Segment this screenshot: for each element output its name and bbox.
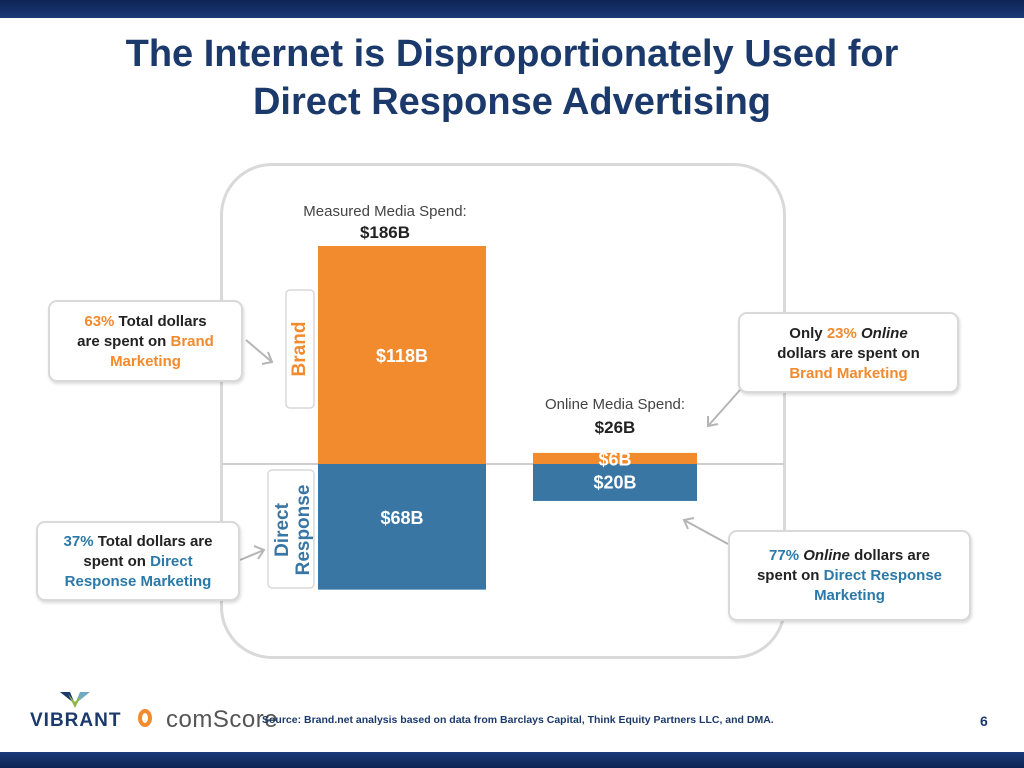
- bar-brand-0: [318, 246, 486, 464]
- online-brand-italic: Online: [861, 325, 908, 342]
- brand-total-text-2: are spent on: [77, 333, 171, 350]
- brand-total-highlight-2: Marketing: [110, 353, 181, 370]
- title-line-1: The Internet is Disproportionately Used …: [125, 33, 899, 75]
- title-line-2: Direct Response Advertising: [252, 81, 772, 123]
- arrow-brand: [245, 339, 273, 363]
- vibrant-logo: VIBRANT: [30, 710, 122, 731]
- bar-direct-0: [318, 464, 486, 590]
- source-note: Source: Brand.net analysis based on data…: [262, 714, 774, 726]
- callout-online-brand: Only 23% Online dollars are spent on Bra…: [738, 312, 959, 393]
- online-direct-highlight-2: Marketing: [814, 587, 885, 604]
- callout-brand-total: 63% Total dollars are spent on Brand Mar…: [48, 300, 243, 382]
- label-brand-1: $6B: [598, 449, 631, 469]
- brand-total-pct: 63%: [84, 313, 115, 330]
- online-direct-pct: 77%: [769, 547, 800, 564]
- arrow-online-direct-head: [682, 517, 695, 530]
- category-label-0: Measured Media Spend:: [303, 203, 466, 220]
- direct-total-highlight-1: Direct: [150, 553, 193, 570]
- comscore-logo: comScore: [166, 706, 279, 733]
- online-direct-text-1: dollars are: [849, 547, 930, 564]
- label-brand-0: $118B: [376, 346, 428, 366]
- arrow-online-brand-head: [707, 416, 719, 428]
- arrow-online-direct: [683, 519, 729, 545]
- online-brand-pct: 23%: [826, 325, 857, 342]
- category-label-1: Online Media Spend:: [545, 396, 685, 413]
- chart-frame: [220, 163, 786, 659]
- direct-total-text-2: spent on: [83, 553, 151, 570]
- arrow-direct-head: [253, 545, 266, 560]
- brand-label-box: [285, 289, 315, 409]
- bar-brand-1: [533, 452, 697, 464]
- callout-arrows: [239, 339, 741, 561]
- category-total-1: $26B: [595, 418, 636, 437]
- callout-direct-total: 37% Total dollars are spent on Direct Re…: [36, 521, 240, 601]
- direct-total-text-1: Total dollars are: [93, 533, 213, 550]
- online-direct-highlight-1: Direct Response: [823, 567, 943, 584]
- slide-title: The Internet is Disproportionately Used …: [0, 30, 1024, 126]
- page-number: 6: [980, 713, 988, 729]
- arrow-direct: [239, 549, 265, 561]
- online-direct-text-2: spent on: [756, 567, 824, 584]
- arrow-brand-head: [261, 351, 274, 365]
- comscore-ring-icon: [138, 709, 152, 727]
- arrow-online-brand: [707, 389, 741, 427]
- callout-online-direct: 77% Online dollars are spent on Direct R…: [728, 530, 971, 621]
- bar-direct-1: [533, 464, 697, 501]
- top-banner: [0, 0, 1024, 18]
- brand-axis-label: Brand: [289, 322, 310, 377]
- label-direct-1: $20B: [593, 472, 636, 492]
- direct-total-highlight-2: Response Marketing: [64, 573, 212, 590]
- category-total-0: $186B: [360, 223, 410, 242]
- online-brand-pre: Only: [789, 325, 827, 342]
- direct-total-pct: 37%: [63, 533, 94, 550]
- brand-total-highlight-1: Brand: [170, 333, 214, 350]
- direct-axis-label-1: Direct: [272, 502, 293, 557]
- direct-axis-label-2: Response: [293, 485, 314, 576]
- online-brand-highlight: Brand Marketing: [789, 365, 908, 382]
- online-direct-italic: Online: [803, 547, 850, 564]
- label-direct-0: $68B: [380, 508, 423, 528]
- vibrant-logo-mark: [60, 692, 90, 708]
- bottom-banner: [0, 752, 1024, 768]
- direct-label-box: [267, 469, 315, 589]
- brand-total-text-1: Total dollars: [114, 313, 207, 330]
- online-brand-text-2: dollars are spent on: [777, 345, 920, 362]
